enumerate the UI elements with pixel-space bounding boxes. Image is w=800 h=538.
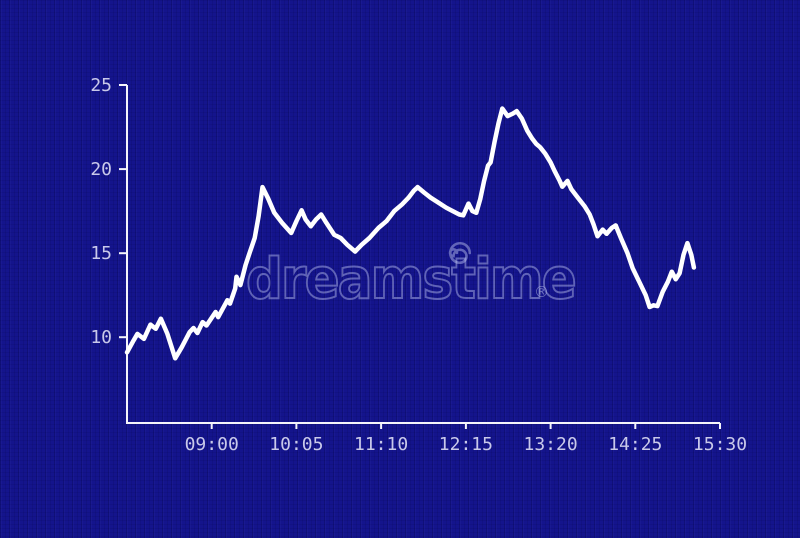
price-line bbox=[124, 106, 697, 361]
y-tick-label: 10 bbox=[90, 327, 112, 348]
y-tick-label: 25 bbox=[90, 75, 112, 96]
x-tick-label: 14:25 bbox=[608, 434, 662, 455]
x-tick-label: 15:30 bbox=[693, 434, 747, 455]
y-tick-label: 20 bbox=[90, 159, 112, 180]
x-tick-label: 11:10 bbox=[354, 434, 408, 455]
x-tick-label: 12:15 bbox=[439, 434, 493, 455]
x-tick-label: 10:05 bbox=[269, 434, 323, 455]
x-tick-label: 13:20 bbox=[524, 434, 578, 455]
y-tick-label: 15 bbox=[90, 243, 112, 264]
axes bbox=[126, 85, 720, 424]
x-tick-label: 09:00 bbox=[185, 434, 239, 455]
